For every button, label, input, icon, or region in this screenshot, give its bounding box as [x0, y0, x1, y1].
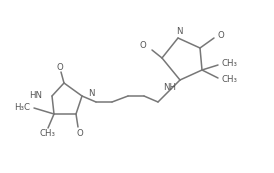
Text: O: O	[77, 129, 83, 138]
Text: CH₃: CH₃	[222, 58, 238, 67]
Text: N: N	[88, 89, 95, 98]
Text: NH: NH	[163, 84, 176, 93]
Text: HN: HN	[29, 90, 42, 99]
Text: O: O	[139, 40, 146, 49]
Text: CH₃: CH₃	[40, 130, 56, 139]
Text: N: N	[176, 28, 182, 37]
Text: H₃C: H₃C	[14, 102, 30, 112]
Text: O: O	[218, 30, 225, 39]
Text: O: O	[57, 62, 63, 71]
Text: CH₃: CH₃	[222, 75, 238, 84]
